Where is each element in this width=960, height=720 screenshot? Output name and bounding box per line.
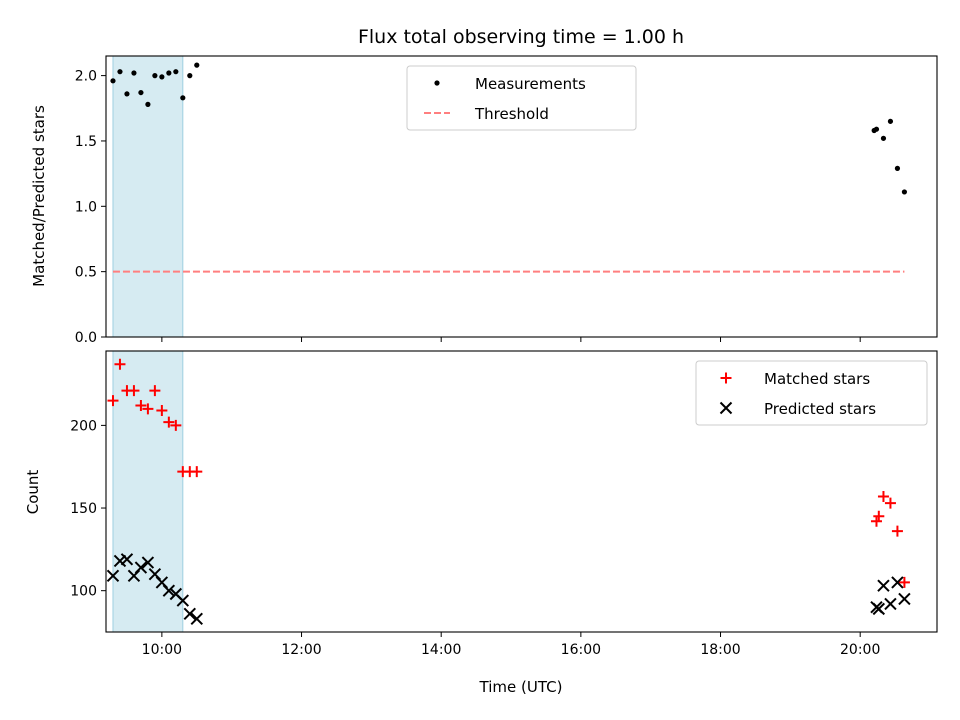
- bottom-panel: 100 150 200 10:00 12:00 14:00 16:00 18:00 20:00 M…: [70, 350, 938, 658]
- series-predicted-stars-point: [891, 576, 904, 589]
- y-tick-label: 200: [70, 418, 97, 434]
- x-tick-label: 20:00: [840, 642, 880, 658]
- series-measurements-point: [110, 78, 116, 84]
- series-matched-stars-point: [191, 466, 203, 478]
- legend: Measurements Threshold: [406, 65, 637, 131]
- series-predicted-stars-point: [190, 612, 203, 625]
- series-predicted-stars-point: [872, 602, 886, 616]
- series-measurements-point: [887, 118, 894, 124]
- series-matched-stars-point: [128, 385, 140, 397]
- series-matched-stars-point: [135, 400, 147, 412]
- y-tick-label: 1.0: [75, 199, 97, 215]
- x-tick-label: 16:00: [561, 642, 601, 658]
- y-tick-label: 2.0: [75, 69, 97, 85]
- y-tick-label: 100: [70, 584, 97, 600]
- series-matched-stars-point: [156, 405, 168, 417]
- series-measurements-point: [880, 135, 887, 141]
- bottom-y-axis-label: Count: [24, 470, 42, 515]
- legend-label: Measurements: [475, 75, 586, 93]
- series-matched-stars-point: [149, 385, 161, 397]
- series-predicted-stars-point: [106, 569, 120, 583]
- series-measurements-point: [194, 62, 200, 68]
- x-tick-label: 14:00: [421, 642, 461, 658]
- top-panel: 0.0 0.5 1.0 1.5 2.0 Measurements Threshold: [75, 55, 938, 346]
- y-tick-label: 0.5: [75, 265, 97, 281]
- legend-marker: [720, 372, 732, 384]
- series-matched-stars-point: [873, 510, 885, 522]
- series-measurements-point: [873, 126, 880, 132]
- series-predicted-stars-point: [183, 607, 197, 621]
- x-tick-label: 18:00: [700, 642, 740, 658]
- series-predicted-stars-point: [162, 584, 176, 597]
- series-predicted-stars-point: [176, 594, 190, 607]
- top-y-axis-label: Matched/Predicted stars: [30, 105, 48, 287]
- series-measurements-point: [138, 89, 144, 96]
- series-measurements-point: [124, 91, 130, 97]
- x-tick-label: 10:00: [142, 642, 182, 658]
- series-predicted-stars-point: [898, 592, 911, 606]
- series-matched-stars-point: [170, 419, 182, 431]
- series-predicted-stars-point: [120, 553, 134, 566]
- series-measurements-point: [145, 101, 151, 107]
- series-matched-stars-point: [107, 395, 119, 407]
- series-measurements-point: [173, 69, 179, 75]
- series-predicted-stars-point: [141, 556, 155, 569]
- legend-label: Predicted stars: [764, 400, 876, 418]
- series-measurements-point: [166, 70, 172, 76]
- series-measurements-point: [152, 73, 158, 79]
- series-matched-stars-point: [884, 497, 896, 509]
- series-measurements-point: [180, 95, 186, 101]
- series-matched-stars-point: [163, 416, 175, 428]
- series-predicted-stars-point: [134, 561, 148, 574]
- y-tick-label: 0.0: [75, 330, 97, 346]
- x-axis-label: Time (UTC): [479, 678, 563, 696]
- series-matched-stars-point: [891, 525, 903, 537]
- series-matched-stars-point: [898, 576, 910, 588]
- x-tick-label: 12:00: [281, 642, 321, 658]
- series-matched-stars-point: [142, 403, 154, 415]
- legend: Matched stars Predicted stars: [695, 360, 928, 426]
- series-measurements-point: [131, 70, 137, 76]
- series-measurements-point: [894, 165, 901, 171]
- legend-marker: [434, 80, 440, 86]
- series-matched-stars-point: [114, 358, 126, 370]
- legend-label: Matched stars: [764, 370, 870, 388]
- chart-title: Flux total observing time = 1.00 h: [358, 26, 684, 48]
- series-measurements-point: [187, 73, 193, 79]
- series-measurements-point: [901, 189, 908, 195]
- series-measurements-point: [159, 74, 165, 80]
- shaded-observing-span: [112, 55, 184, 338]
- y-tick-label: 150: [70, 501, 97, 517]
- legend-box: [406, 65, 637, 131]
- series-predicted-stars-point: [877, 579, 890, 592]
- series-matched-stars-point: [877, 490, 889, 502]
- legend-label: Threshold: [474, 105, 549, 123]
- axes-frame: [105, 55, 938, 338]
- y-tick-label: 1.5: [75, 134, 97, 150]
- series-measurements-point: [117, 69, 123, 75]
- series-predicted-stars-point: [884, 597, 897, 611]
- series-matched-stars-point: [870, 515, 882, 527]
- axes-frame: [105, 350, 938, 633]
- legend-box: [695, 360, 928, 426]
- legend-marker: [719, 401, 733, 415]
